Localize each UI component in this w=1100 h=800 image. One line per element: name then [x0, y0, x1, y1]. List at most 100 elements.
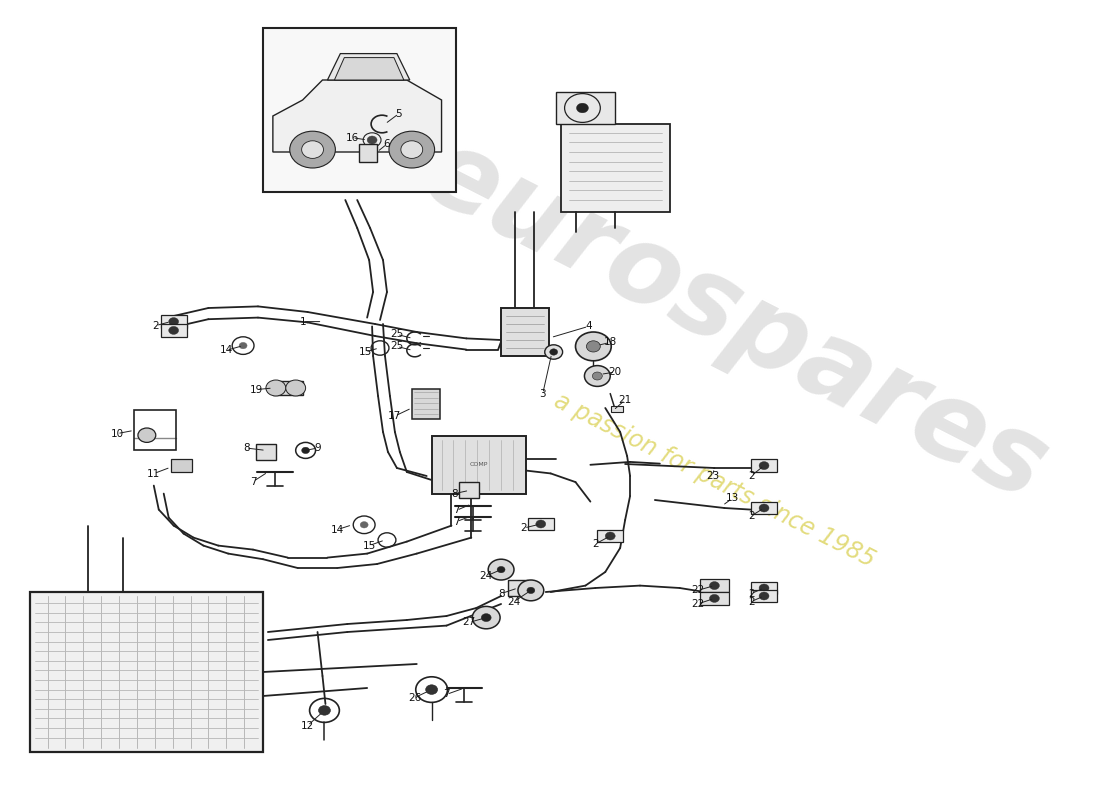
Text: 7: 7 — [453, 517, 460, 526]
Circle shape — [759, 504, 769, 512]
Text: 6: 6 — [384, 139, 390, 149]
Text: 25: 25 — [390, 342, 404, 351]
Circle shape — [759, 584, 769, 592]
Text: 2: 2 — [748, 597, 755, 606]
Text: 21: 21 — [618, 395, 631, 405]
Circle shape — [710, 582, 719, 590]
Text: 14: 14 — [220, 346, 233, 355]
Bar — [700, 592, 729, 605]
Text: 2: 2 — [520, 523, 527, 533]
Circle shape — [426, 685, 438, 694]
Circle shape — [544, 345, 562, 359]
Polygon shape — [328, 54, 410, 80]
Circle shape — [497, 566, 505, 573]
Circle shape — [584, 366, 610, 386]
Text: 3: 3 — [539, 389, 546, 398]
Text: 1: 1 — [299, 317, 306, 326]
Text: 18: 18 — [604, 338, 617, 347]
Bar — [30, 592, 263, 752]
Text: 11: 11 — [147, 469, 161, 478]
Circle shape — [586, 341, 601, 352]
Circle shape — [360, 522, 368, 528]
Text: 10: 10 — [110, 429, 123, 438]
Bar — [508, 580, 528, 596]
Text: 4: 4 — [585, 322, 592, 331]
Bar — [273, 381, 303, 395]
Polygon shape — [273, 80, 441, 152]
Circle shape — [400, 141, 422, 158]
Circle shape — [168, 326, 178, 334]
Circle shape — [550, 349, 558, 355]
Bar — [751, 582, 777, 594]
Circle shape — [605, 532, 615, 540]
Bar — [597, 530, 623, 542]
Circle shape — [759, 462, 769, 470]
Text: 15: 15 — [359, 347, 372, 357]
Circle shape — [576, 103, 588, 113]
Text: 12: 12 — [301, 721, 315, 730]
Text: 13: 13 — [726, 494, 739, 503]
Circle shape — [301, 447, 309, 454]
Text: 22: 22 — [691, 599, 704, 609]
Bar — [256, 444, 276, 460]
Circle shape — [488, 559, 514, 580]
Text: 8: 8 — [243, 443, 250, 453]
Circle shape — [319, 706, 330, 715]
Circle shape — [710, 594, 719, 602]
Text: 2: 2 — [748, 589, 755, 598]
Text: 2: 2 — [592, 539, 598, 549]
Text: COMP: COMP — [470, 462, 488, 467]
Circle shape — [759, 592, 769, 600]
Bar — [612, 406, 623, 412]
Bar — [751, 590, 777, 602]
Text: 23: 23 — [706, 471, 719, 481]
Bar — [556, 92, 615, 124]
Text: 24: 24 — [507, 597, 520, 606]
Text: 19: 19 — [250, 385, 263, 394]
Text: 15: 15 — [363, 541, 376, 550]
Bar — [561, 124, 670, 212]
Circle shape — [518, 580, 543, 601]
Circle shape — [481, 614, 492, 622]
Circle shape — [527, 587, 535, 594]
Bar — [460, 482, 480, 498]
Circle shape — [168, 318, 178, 326]
Circle shape — [536, 520, 546, 528]
Circle shape — [239, 342, 248, 349]
Bar — [161, 315, 187, 328]
Circle shape — [289, 131, 336, 168]
Text: 20: 20 — [608, 367, 622, 377]
Polygon shape — [334, 58, 404, 80]
Bar — [751, 459, 777, 472]
Text: 17: 17 — [388, 411, 401, 421]
Circle shape — [286, 380, 306, 396]
Text: 8: 8 — [451, 489, 458, 498]
Circle shape — [575, 332, 612, 361]
Bar — [431, 436, 526, 494]
Bar — [134, 410, 176, 450]
Bar — [411, 389, 440, 419]
Text: 5: 5 — [396, 109, 403, 118]
Text: 2: 2 — [748, 511, 755, 521]
Text: 8: 8 — [498, 589, 505, 598]
Bar — [700, 579, 729, 592]
Circle shape — [266, 380, 286, 396]
Text: 14: 14 — [331, 525, 344, 534]
Text: 22: 22 — [691, 586, 704, 595]
Circle shape — [138, 428, 156, 442]
Text: 16: 16 — [345, 133, 359, 142]
Text: 7: 7 — [453, 506, 460, 515]
Text: 9: 9 — [315, 443, 321, 453]
Text: 2: 2 — [153, 321, 159, 330]
Bar — [263, 28, 456, 192]
Text: 7: 7 — [443, 690, 450, 699]
Circle shape — [472, 606, 500, 629]
Text: 27: 27 — [463, 618, 476, 627]
Text: eurospares: eurospares — [405, 117, 1064, 523]
Circle shape — [301, 141, 323, 158]
Text: 24: 24 — [480, 571, 493, 581]
Text: 7: 7 — [250, 477, 256, 486]
Text: 25: 25 — [390, 330, 404, 339]
Circle shape — [389, 131, 434, 168]
Bar — [751, 502, 777, 514]
